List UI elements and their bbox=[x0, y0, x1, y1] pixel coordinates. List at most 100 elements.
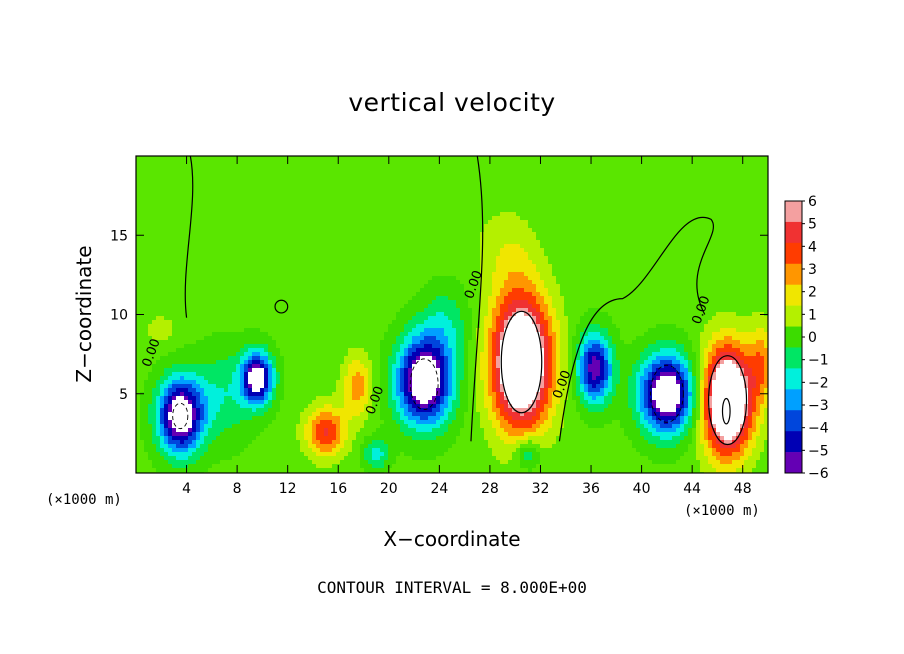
field-cell bbox=[220, 256, 225, 261]
field-cell bbox=[192, 220, 197, 225]
field-cell bbox=[216, 188, 221, 193]
field-cell bbox=[628, 260, 633, 265]
field-cell bbox=[136, 160, 141, 165]
field-cell bbox=[584, 216, 589, 221]
field-cell bbox=[416, 164, 421, 169]
field-cell bbox=[448, 212, 453, 217]
field-cell bbox=[144, 248, 149, 253]
field-cell bbox=[412, 272, 417, 277]
field-cell bbox=[424, 260, 429, 265]
field-cell bbox=[500, 212, 505, 217]
field-cell bbox=[288, 192, 293, 197]
field-cell bbox=[736, 172, 741, 177]
field-cell bbox=[228, 232, 233, 237]
field-cell bbox=[396, 168, 401, 173]
field-cell bbox=[680, 224, 685, 229]
field-cell bbox=[584, 272, 589, 277]
field-cell bbox=[580, 248, 585, 253]
field-cell bbox=[504, 184, 509, 189]
field-cell bbox=[396, 156, 401, 161]
field-cell bbox=[552, 224, 557, 229]
field-cell bbox=[380, 224, 385, 229]
field-cell bbox=[524, 224, 529, 229]
field-cell bbox=[624, 232, 629, 237]
field-cell bbox=[688, 272, 693, 277]
field-cell bbox=[264, 228, 269, 233]
field-cell bbox=[332, 240, 337, 245]
field-cell bbox=[464, 212, 469, 217]
field-cell bbox=[236, 192, 241, 197]
field-cell bbox=[300, 188, 305, 193]
field-cell bbox=[300, 200, 305, 205]
field-cell bbox=[540, 228, 545, 233]
field-cell bbox=[552, 232, 557, 237]
field-cell bbox=[764, 196, 769, 201]
field-cell bbox=[268, 264, 273, 269]
field-cell bbox=[464, 168, 469, 173]
field-cell bbox=[156, 248, 161, 253]
field-cell bbox=[612, 260, 617, 265]
field-cell bbox=[540, 208, 545, 213]
field-cell bbox=[140, 172, 145, 177]
field-cell bbox=[564, 192, 569, 197]
field-cell bbox=[184, 280, 189, 285]
field-cell bbox=[476, 192, 481, 197]
field-cell bbox=[176, 176, 181, 181]
field-cell bbox=[636, 184, 641, 189]
field-cell bbox=[384, 216, 389, 221]
field-cell bbox=[640, 172, 645, 177]
field-cell bbox=[176, 200, 181, 205]
field-cell bbox=[160, 200, 165, 205]
field-cell bbox=[140, 208, 145, 213]
field-cell bbox=[280, 276, 285, 281]
field-cell bbox=[708, 232, 713, 237]
field-cell bbox=[740, 212, 745, 217]
field-cell bbox=[544, 184, 549, 189]
field-cell bbox=[168, 184, 173, 189]
field-cell bbox=[268, 248, 273, 253]
field-cell bbox=[184, 256, 189, 261]
field-cell bbox=[348, 180, 353, 185]
field-cell bbox=[748, 256, 753, 261]
field-cell bbox=[444, 220, 449, 225]
field-cell bbox=[184, 204, 189, 209]
field-cell bbox=[332, 196, 337, 201]
field-cell bbox=[684, 248, 689, 253]
field-cell bbox=[716, 164, 721, 169]
field-cell bbox=[584, 164, 589, 169]
field-cell bbox=[304, 252, 309, 257]
field-cell bbox=[484, 272, 489, 277]
field-cell bbox=[360, 172, 365, 177]
field-cell bbox=[244, 208, 249, 213]
field-cell bbox=[588, 168, 593, 173]
field-cell bbox=[656, 196, 661, 201]
field-cell bbox=[744, 200, 749, 205]
field-cell bbox=[160, 184, 165, 189]
field-cell bbox=[348, 236, 353, 241]
field-cell bbox=[460, 200, 465, 205]
field-cell bbox=[372, 184, 377, 189]
field-cell bbox=[720, 240, 725, 245]
field-cell bbox=[424, 192, 429, 197]
field-cell bbox=[528, 212, 533, 217]
field-cell bbox=[180, 156, 185, 161]
field-cell bbox=[376, 180, 381, 185]
field-cell bbox=[232, 176, 237, 181]
field-cell bbox=[704, 160, 709, 165]
field-cell bbox=[500, 164, 505, 169]
field-cell bbox=[244, 252, 249, 257]
field-cell bbox=[344, 220, 349, 225]
field-cell bbox=[728, 244, 733, 249]
field-cell bbox=[164, 228, 169, 233]
field-cell bbox=[628, 192, 633, 197]
field-cell bbox=[200, 280, 205, 285]
field-cell bbox=[612, 216, 617, 221]
field-cell bbox=[628, 188, 633, 193]
field-cell bbox=[624, 236, 629, 241]
field-cell bbox=[260, 256, 265, 261]
field-cell bbox=[652, 200, 657, 205]
field-cell bbox=[296, 184, 301, 189]
field-cell bbox=[252, 220, 257, 225]
field-cell bbox=[472, 176, 477, 181]
field-cell bbox=[568, 180, 573, 185]
